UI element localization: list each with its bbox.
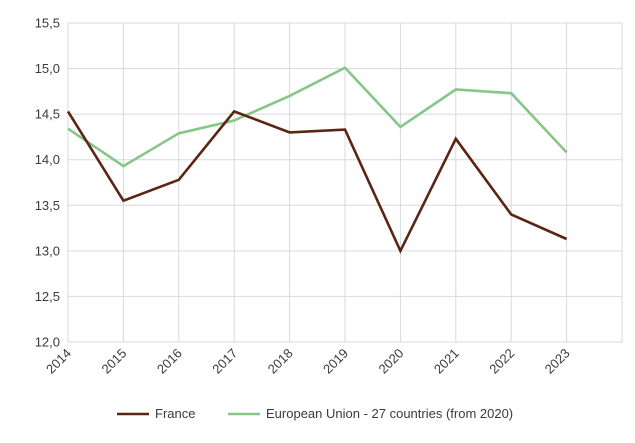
y-tick-label: 14,0 <box>35 152 60 167</box>
y-tick-label: 14,5 <box>35 107 60 122</box>
y-tick-label: 13,0 <box>35 243 60 258</box>
series-line-france <box>66 109 568 254</box>
y-tick-label: 12,0 <box>35 335 60 350</box>
y-axis-tick-labels: 12,0 12,5 13,0 13,5 14,0 14,5 15,0 15,5 <box>35 16 60 350</box>
y-tick-label: 15,0 <box>35 61 60 76</box>
x-tick-label: 2021 <box>431 346 462 377</box>
y-tick-label: 12,5 <box>35 289 60 304</box>
x-tick-label: 2014 <box>43 346 74 377</box>
x-tick-label: 2017 <box>209 346 240 377</box>
legend-label: European Union - 27 countries (from 2020… <box>266 406 513 421</box>
x-tick-label: 2023 <box>542 346 573 377</box>
x-tick-label: 2020 <box>375 346 406 377</box>
y-tick-label: 15,5 <box>35 16 60 31</box>
y-tick-label: 13,5 <box>35 198 60 213</box>
x-axis-tick-labels: 2014 2015 2016 2017 2018 2019 2020 2021 2022 2023 <box>43 346 573 377</box>
x-tick-label: 2018 <box>265 346 296 377</box>
x-tick-label: 2022 <box>486 346 517 377</box>
x-tick-label: 2019 <box>320 346 351 377</box>
legend: France European Union - 27 countries (fro… <box>117 406 513 421</box>
series-lines <box>66 66 568 254</box>
series-line-eu27 <box>67 66 568 168</box>
legend-label: France <box>155 406 195 421</box>
x-tick-label: 2015 <box>98 346 129 377</box>
x-tick-label: 2016 <box>154 346 185 377</box>
gridlines <box>67 22 623 343</box>
